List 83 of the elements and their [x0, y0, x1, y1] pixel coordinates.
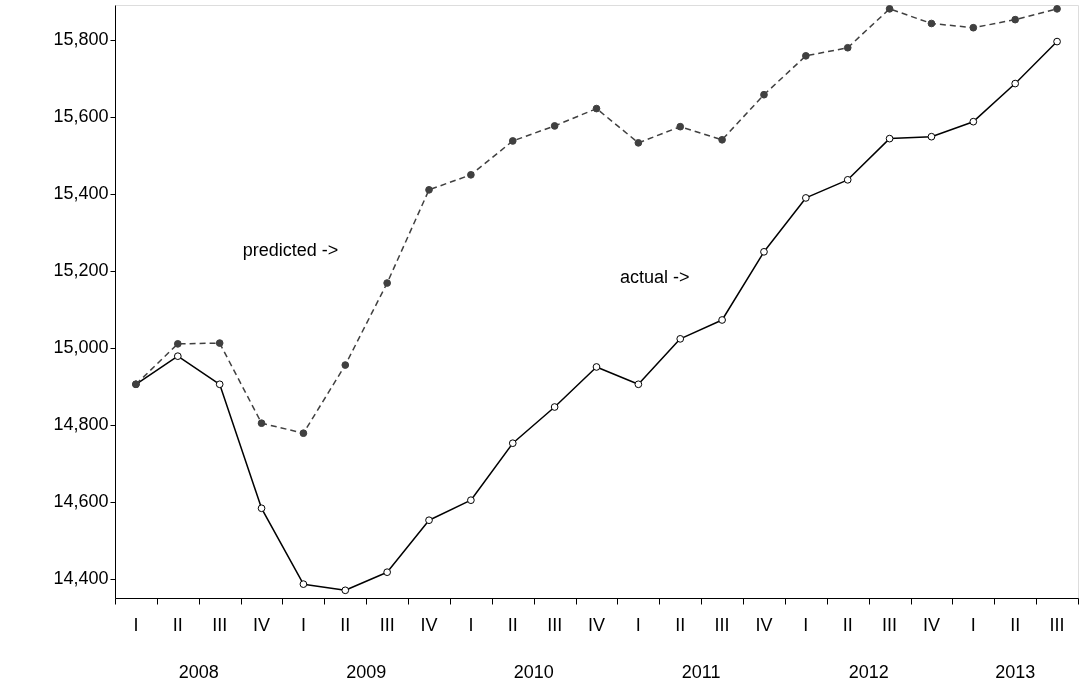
x-tick-label: III — [1049, 615, 1065, 635]
point — [383, 279, 392, 287]
y-tick-label: 14,600 — [53, 491, 109, 512]
point — [257, 419, 266, 428]
point — [676, 122, 685, 131]
x-tick-label: II — [340, 615, 351, 635]
point — [383, 568, 392, 577]
x-tick-label: I — [468, 615, 474, 635]
point — [843, 175, 852, 184]
point — [550, 122, 559, 130]
annotation: predicted -> — [242, 240, 339, 261]
point — [508, 439, 517, 448]
text: 2012 — [848, 662, 889, 682]
point — [425, 516, 433, 525]
point — [550, 403, 559, 411]
point — [885, 134, 894, 143]
x-tick-label: I — [803, 615, 809, 635]
point — [1053, 37, 1061, 46]
point — [341, 586, 350, 595]
point — [969, 117, 978, 126]
point — [885, 5, 894, 13]
point — [843, 43, 852, 52]
text: 2009 — [346, 662, 387, 682]
x-tick-label: I — [970, 615, 976, 635]
point — [299, 429, 308, 438]
point — [927, 132, 936, 141]
y-tick-label: 15,400 — [53, 183, 109, 204]
x-tick-label: II — [507, 615, 518, 635]
point — [801, 194, 810, 202]
text: 2013 — [995, 662, 1036, 682]
point — [299, 580, 308, 588]
x-tick-label: III — [379, 615, 395, 635]
point — [760, 90, 768, 99]
y-tick-label: 15,000 — [53, 337, 109, 358]
point — [592, 104, 601, 113]
x-tick-label: I — [133, 615, 139, 635]
point — [1011, 15, 1020, 24]
x-tick-label: I — [635, 615, 641, 635]
point — [634, 380, 643, 389]
text: 2008 — [178, 662, 219, 682]
x-tick-label: I — [300, 615, 306, 635]
point — [1053, 5, 1061, 13]
point — [467, 496, 475, 505]
y-tick-label: 14,400 — [53, 568, 109, 589]
x-tick-label: III — [714, 615, 730, 635]
point — [592, 363, 601, 371]
point — [760, 247, 768, 256]
x-tick-label: III — [212, 615, 228, 635]
point — [718, 135, 726, 144]
y-tick-label: 15,200 — [53, 260, 109, 281]
x-tick-label: II — [172, 615, 183, 635]
point — [1011, 79, 1020, 88]
point — [634, 139, 643, 147]
point — [927, 19, 936, 28]
y-tick-label: 15,600 — [53, 106, 109, 127]
point — [969, 23, 978, 32]
x-tick-label: IV — [253, 615, 271, 635]
point — [801, 51, 810, 60]
point — [215, 380, 224, 389]
x-tick-label: II — [842, 615, 853, 635]
point — [425, 185, 433, 194]
x-tick-label: IV — [755, 615, 773, 635]
point — [173, 352, 182, 361]
y-tick-label: 14,800 — [53, 414, 109, 435]
point — [718, 316, 726, 324]
point — [508, 137, 517, 145]
point — [173, 340, 182, 348]
x-tick-label: IV — [922, 615, 940, 635]
x-tick-label: III — [882, 615, 898, 635]
y-tick-label: 15,800 — [53, 29, 109, 50]
x-tick-label: IV — [587, 615, 606, 635]
x-tick-label: II — [1010, 615, 1021, 635]
point — [467, 170, 475, 179]
text: 2010 — [513, 662, 554, 682]
point — [341, 361, 350, 369]
point — [676, 335, 685, 343]
text: 2011 — [681, 662, 721, 682]
point — [215, 339, 224, 347]
x-tick-label: III — [547, 615, 563, 635]
x-tick-label: IV — [420, 615, 438, 635]
point — [257, 504, 266, 513]
x-tick-label: II — [675, 615, 686, 635]
annotation: actual -> — [619, 267, 690, 288]
